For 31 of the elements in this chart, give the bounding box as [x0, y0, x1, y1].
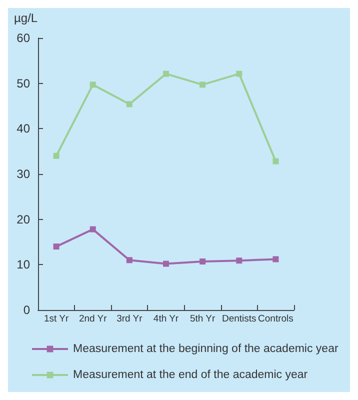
y-tick-label: 10	[16, 258, 30, 272]
y-tick-label: 60	[16, 31, 30, 45]
x-tick-label: Controls	[258, 314, 294, 324]
y-tick-label: 0	[23, 303, 30, 317]
y-tick-label: 20	[16, 212, 30, 226]
point	[236, 70, 242, 77]
x-tick-label: 1st Yr	[44, 314, 69, 324]
x-tick-label: 3rd Yr	[116, 314, 142, 324]
point	[163, 70, 169, 77]
point	[272, 158, 279, 164]
point	[272, 256, 279, 262]
x-tick-label: 2nd Yr	[78, 314, 107, 324]
y-tick-label: 50	[16, 76, 30, 90]
point	[90, 82, 96, 88]
y-axis-title: µg/L	[14, 11, 38, 25]
point	[53, 152, 60, 159]
legend-label: Measurement at the end of the academic year	[73, 369, 308, 381]
point	[90, 226, 96, 232]
y-tick-label: 40	[16, 122, 30, 136]
point	[236, 258, 242, 264]
legend-label: Measurement at the beginning of the academic year	[73, 343, 338, 355]
x-tick-label: 5th Yr	[190, 314, 216, 324]
point	[200, 258, 206, 264]
point	[126, 101, 132, 108]
x-tick-label: 4th Yr	[153, 314, 179, 324]
point	[163, 260, 169, 267]
point	[53, 244, 60, 250]
point	[126, 257, 132, 264]
y-tick-label: 30	[16, 167, 30, 181]
point	[200, 82, 206, 88]
x-tick-label: Dentists	[222, 314, 257, 324]
